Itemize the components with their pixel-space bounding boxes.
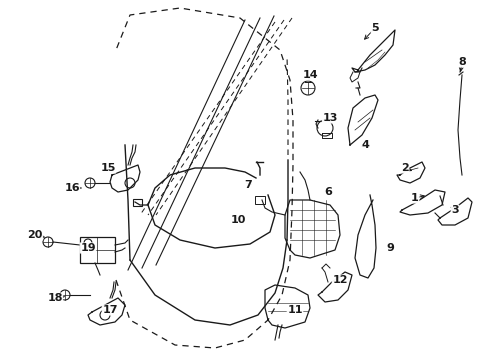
Bar [80, 237, 115, 263]
Text: 3: 3 [450, 205, 458, 215]
Text: 11: 11 [286, 305, 302, 315]
Text: 10: 10 [230, 215, 245, 225]
Text: 12: 12 [331, 275, 347, 285]
Text: 17: 17 [102, 305, 118, 315]
Text: 13: 13 [322, 113, 337, 123]
Text: 7: 7 [244, 180, 251, 190]
Text: 19: 19 [80, 243, 96, 253]
Text: 16: 16 [64, 183, 80, 193]
Text: 8: 8 [457, 57, 465, 67]
Text: 5: 5 [370, 23, 378, 33]
Text: 15: 15 [100, 163, 116, 173]
Text: 6: 6 [324, 187, 331, 197]
Text: 4: 4 [360, 140, 368, 150]
Bar [254, 196, 264, 204]
Text: 9: 9 [385, 243, 393, 253]
Text: 2: 2 [400, 163, 408, 173]
Text: 1: 1 [410, 193, 418, 203]
Bar [133, 199, 142, 206]
Text: 18: 18 [47, 293, 62, 303]
Text: 14: 14 [302, 70, 317, 80]
Text: 20: 20 [27, 230, 42, 240]
